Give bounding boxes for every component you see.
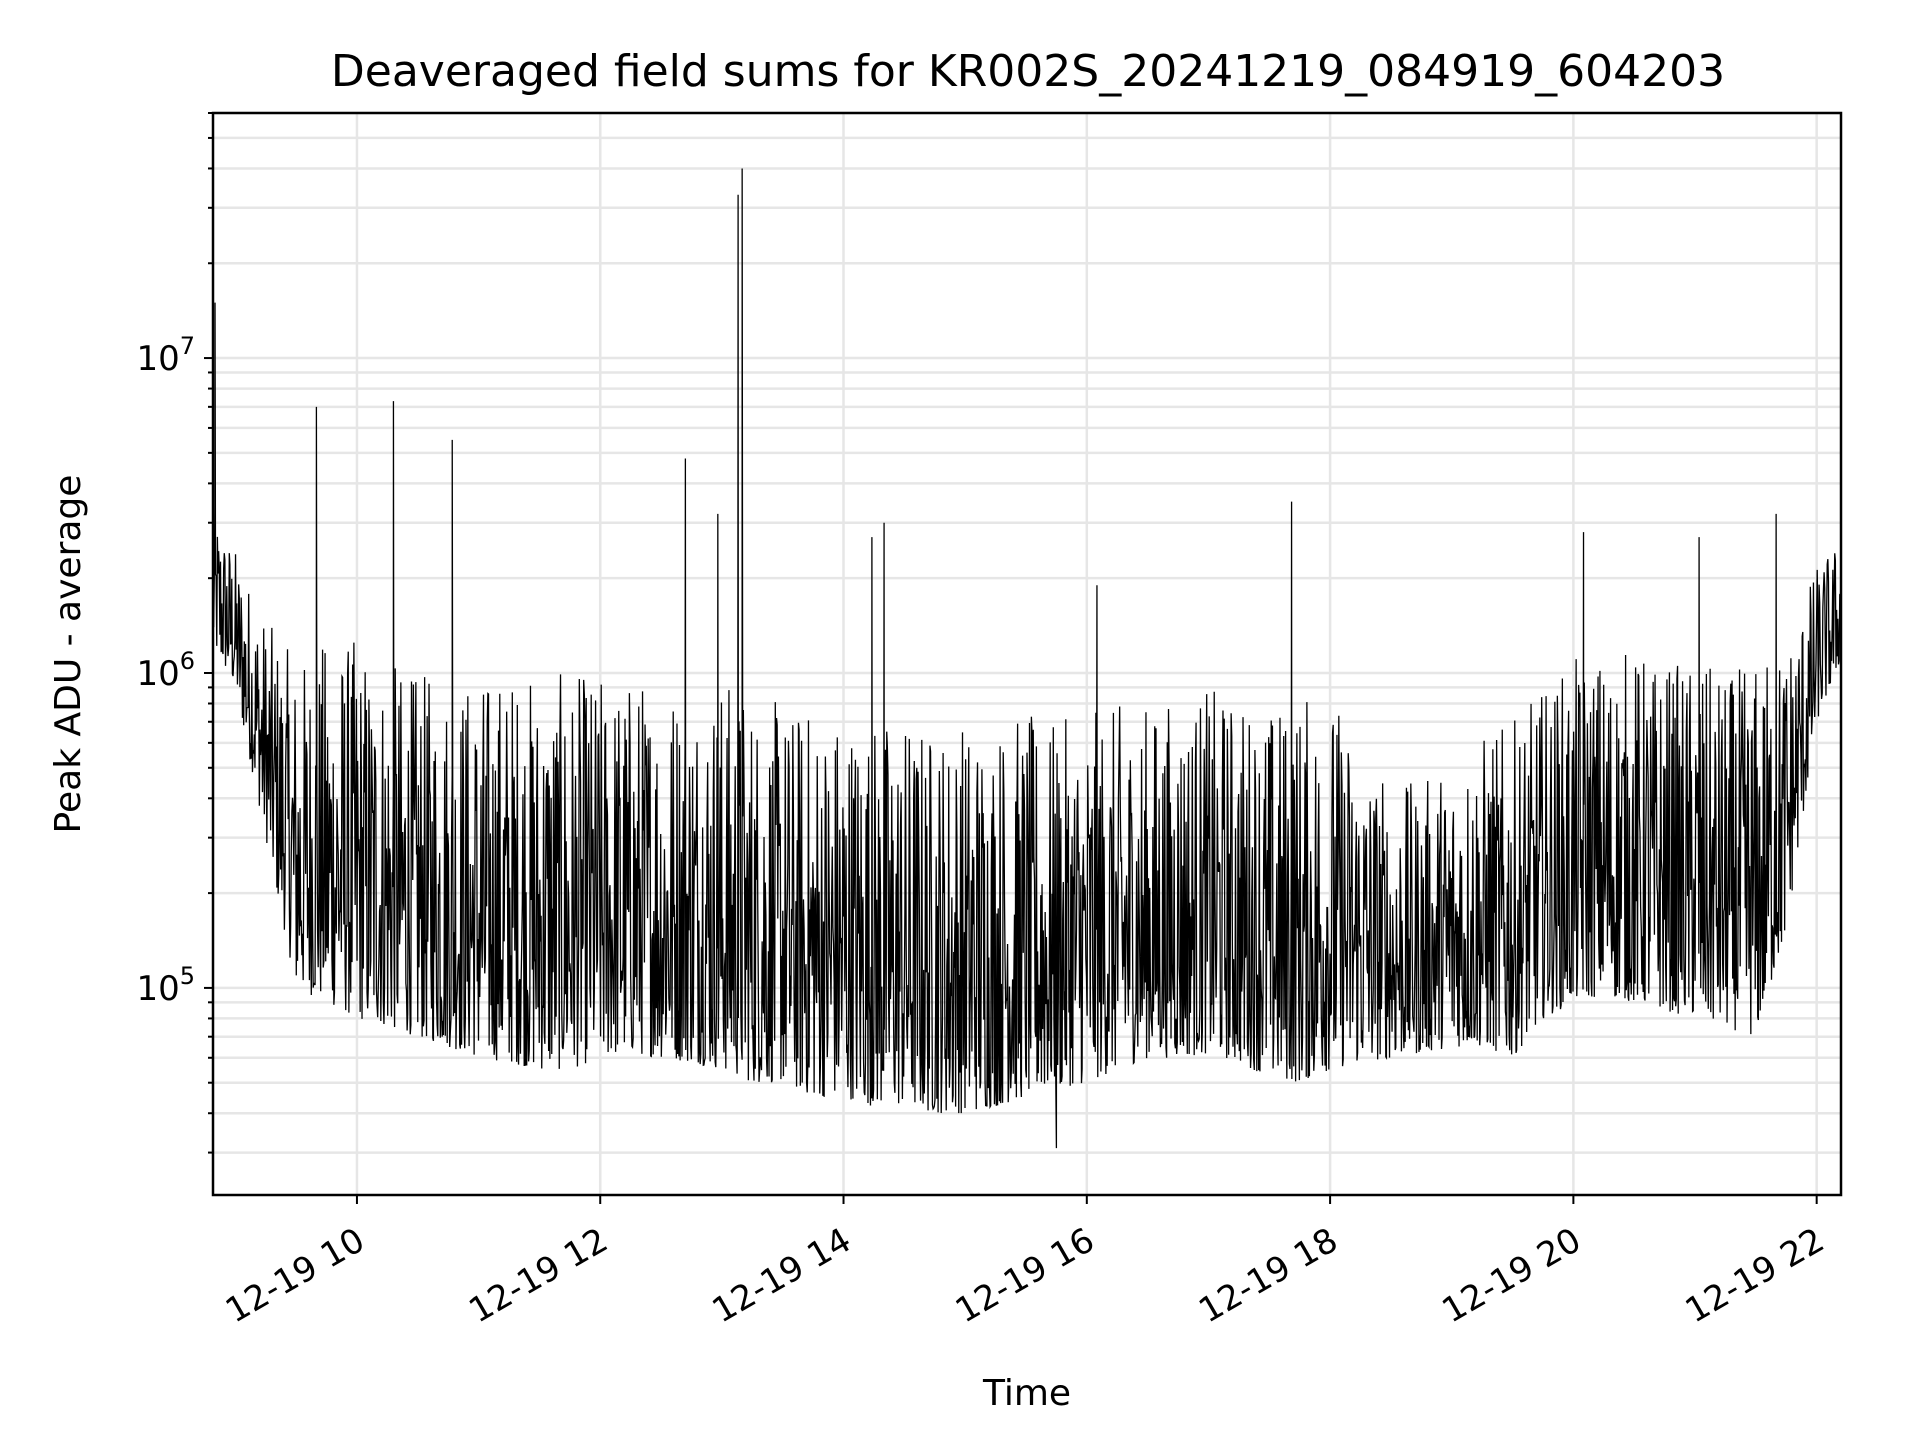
y-axis: 105 106 107 xyxy=(136,112,213,1154)
plot-area xyxy=(213,168,1841,1149)
y-tick-label: 106 xyxy=(136,647,195,694)
chart-title: Deaveraged field sums for KR002S_2024121… xyxy=(331,46,1725,97)
series-line xyxy=(213,168,1841,1149)
x-axis-label: Time xyxy=(982,1373,1071,1414)
plot-frame xyxy=(211,111,1843,1197)
y-tick-label: 107 xyxy=(136,332,195,379)
y-axis-label: Peak ADU - average xyxy=(48,475,89,834)
y-tick-label: 105 xyxy=(136,962,195,1009)
